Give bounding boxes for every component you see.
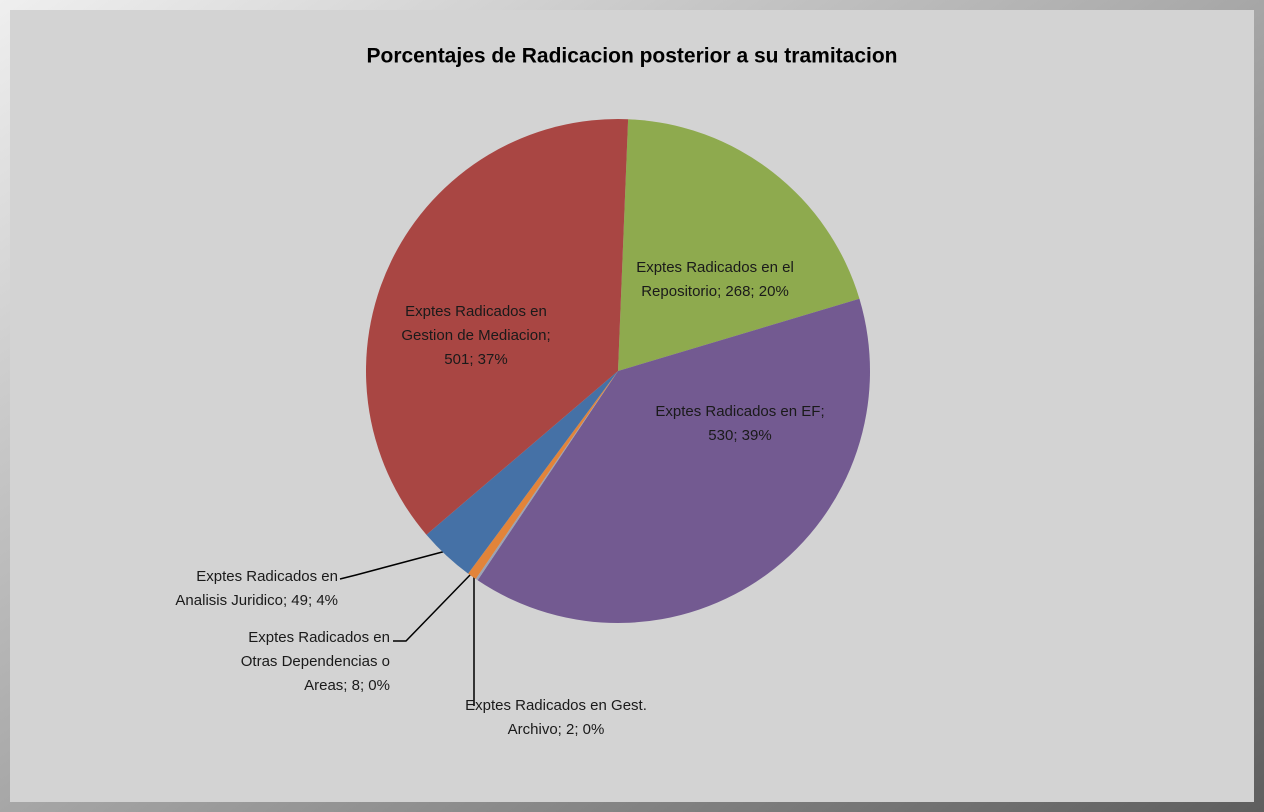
data-label: 530; 39% bbox=[708, 427, 771, 444]
slice bbox=[426, 371, 618, 574]
data-label: Exptes Radicados en bbox=[196, 568, 338, 585]
slice bbox=[477, 298, 870, 624]
chart-title: Porcentajes de Radicacion posterior a su… bbox=[367, 45, 898, 68]
pie bbox=[366, 119, 870, 624]
leader-line bbox=[339, 550, 447, 580]
data-label: 501; 37% bbox=[444, 351, 507, 368]
data-label: Exptes Radicados en Gest. bbox=[465, 697, 647, 714]
data-label: Analisis Juridico; 49; 4% bbox=[175, 592, 338, 609]
slice bbox=[468, 371, 618, 579]
slice bbox=[475, 371, 618, 581]
data-label: Archivo; 2; 0% bbox=[508, 721, 605, 738]
data-label: Areas; 8; 0% bbox=[304, 677, 390, 694]
leader-line bbox=[393, 573, 472, 642]
data-label: Exptes Radicados en bbox=[405, 303, 547, 320]
slice bbox=[618, 119, 860, 372]
data-label: Repositorio; 268; 20% bbox=[641, 283, 789, 300]
data-label: Otras Dependencias o bbox=[241, 653, 390, 670]
data-label: Exptes Radicados en el bbox=[636, 259, 794, 276]
leaders bbox=[339, 550, 475, 706]
data-label: Exptes Radicados en EF; bbox=[655, 403, 824, 420]
data-label: Gestion de Mediacion; bbox=[401, 327, 550, 344]
slice bbox=[366, 119, 629, 535]
data-label: Exptes Radicados en bbox=[248, 629, 390, 646]
